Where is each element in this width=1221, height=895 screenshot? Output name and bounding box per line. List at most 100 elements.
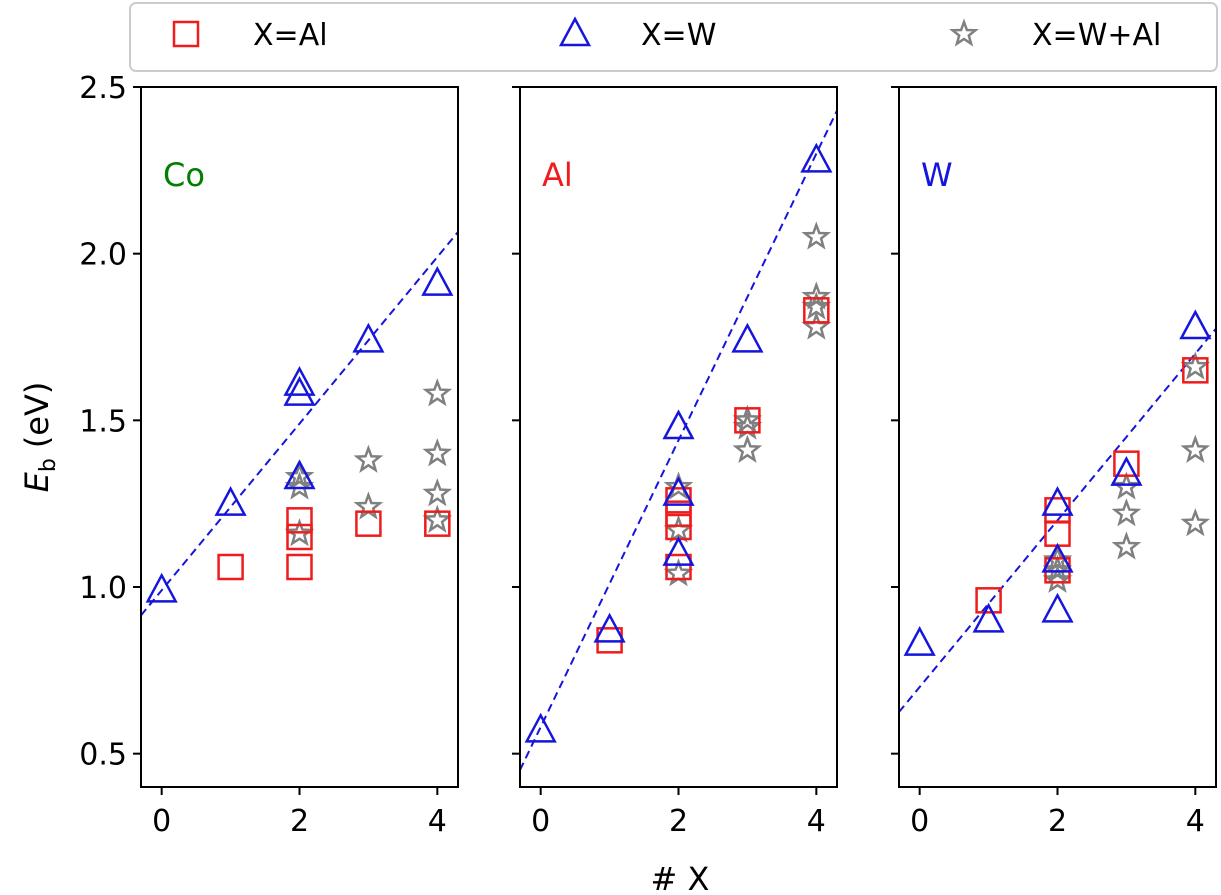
series-triangle [145, 266, 454, 603]
point-square [355, 510, 382, 537]
legend-label: X=W+Al [1032, 18, 1161, 53]
point-triangle [214, 486, 247, 516]
x-tick-label: 2 [1048, 804, 1067, 839]
x-axis-ticks: 0 2 4 [910, 787, 1205, 839]
point-square [286, 553, 313, 581]
point-star [801, 221, 832, 250]
panels: 0.5 1.0 1.5 2.0 2.5 0 2 4 Co 0 2 4 Al 0 2 4 W [79, 71, 1217, 839]
point-star [663, 471, 694, 500]
point-square [734, 407, 761, 434]
panel-frame [898, 86, 1217, 788]
point-star [422, 378, 453, 407]
point-triangle [731, 322, 764, 353]
series-star [1042, 351, 1211, 593]
legend-entry: X=Al [172, 18, 328, 53]
legend-label: X=W [641, 18, 716, 53]
point-square [217, 553, 244, 581]
x-tick-label: 0 [910, 804, 929, 839]
fit-line [899, 328, 1216, 713]
panel-title: Al [542, 156, 573, 194]
legend-square-marker [172, 20, 200, 48]
y-axis-label-subscript: b [36, 458, 61, 472]
series-square [596, 297, 830, 654]
panel-frame [140, 86, 459, 788]
point-star [732, 434, 763, 463]
point-triangle [283, 376, 316, 406]
x-tick-label: 4 [1186, 804, 1205, 839]
series-star [284, 378, 453, 547]
plot-area [899, 309, 1216, 713]
panel-co: 0.5 1.0 1.5 2.0 2.5 0 2 4 Co [79, 71, 459, 839]
plot-area [141, 231, 458, 616]
point-square [286, 523, 313, 551]
point-triangle [800, 142, 833, 173]
legend: X=Al X=W X=W+Al [129, 2, 1218, 72]
point-star [1180, 351, 1211, 380]
legend-items: X=Al X=W X=W+Al [172, 16, 1161, 53]
point-star [353, 491, 384, 520]
point-star [284, 471, 315, 500]
point-star [1042, 554, 1073, 583]
point-star [284, 518, 315, 547]
legend-entry: X=W+Al [949, 18, 1161, 53]
y-tick-label: 1.0 [79, 571, 127, 606]
point-triangle [524, 712, 557, 743]
legend-label: X=Al [253, 18, 328, 53]
point-star [1042, 564, 1073, 593]
point-square [286, 507, 313, 534]
x-axis-ticks: 0 2 4 [152, 787, 447, 839]
panel-title: W [921, 156, 953, 194]
y-axis-label-text: Eb (eV) [18, 382, 61, 493]
point-square [1044, 520, 1071, 547]
y-tick-label: 0.5 [79, 738, 127, 773]
point-star [422, 438, 453, 467]
x-axis-ticks: 0 2 4 [531, 787, 826, 839]
point-triangle [283, 459, 316, 490]
point-triangle [1110, 456, 1143, 486]
y-axis-ticks [512, 86, 520, 755]
fit-line [141, 231, 458, 616]
point-triangle [421, 266, 454, 296]
panel-al: 0 2 4 Al [512, 86, 838, 839]
point-triangle [903, 626, 936, 656]
point-triangle [593, 612, 626, 643]
point-star [732, 404, 763, 433]
point-star [1111, 471, 1142, 500]
point-star [1180, 434, 1211, 463]
y-axis-ticks [891, 86, 899, 755]
point-square [424, 510, 451, 537]
panel-frame [519, 86, 838, 788]
y-tick-label: 1.5 [79, 404, 127, 439]
point-star [1111, 498, 1142, 527]
point-triangle [662, 476, 695, 506]
y-axis-label: Eb (eV) [18, 382, 61, 493]
point-triangle [283, 366, 316, 396]
point-star [284, 461, 315, 490]
series-square [975, 357, 1209, 614]
y-axis-label-unit: (eV) [18, 382, 56, 449]
point-square [665, 500, 692, 527]
point-triangle [145, 572, 178, 603]
x-tick-label: 0 [531, 804, 550, 839]
x-tick-label: 4 [428, 804, 447, 839]
point-square [1113, 450, 1140, 477]
point-star [422, 504, 453, 533]
series-square [217, 507, 451, 581]
point-square [803, 297, 830, 324]
point-star [422, 478, 453, 507]
point-square [975, 587, 1002, 614]
y-axis-label-main: E [18, 471, 56, 492]
point-triangle [1179, 309, 1212, 340]
point-triangle [1041, 542, 1074, 573]
plot-area [520, 110, 837, 771]
fit-line [520, 110, 837, 771]
series-triangle [524, 142, 833, 743]
point-triangle [662, 536, 695, 566]
point-star [1111, 531, 1142, 560]
point-triangle [352, 322, 385, 353]
legend-star-marker [949, 18, 979, 47]
series-triangle [903, 309, 1212, 656]
y-tick-label: 2.0 [79, 238, 127, 273]
legend-triangle-marker [558, 16, 592, 47]
